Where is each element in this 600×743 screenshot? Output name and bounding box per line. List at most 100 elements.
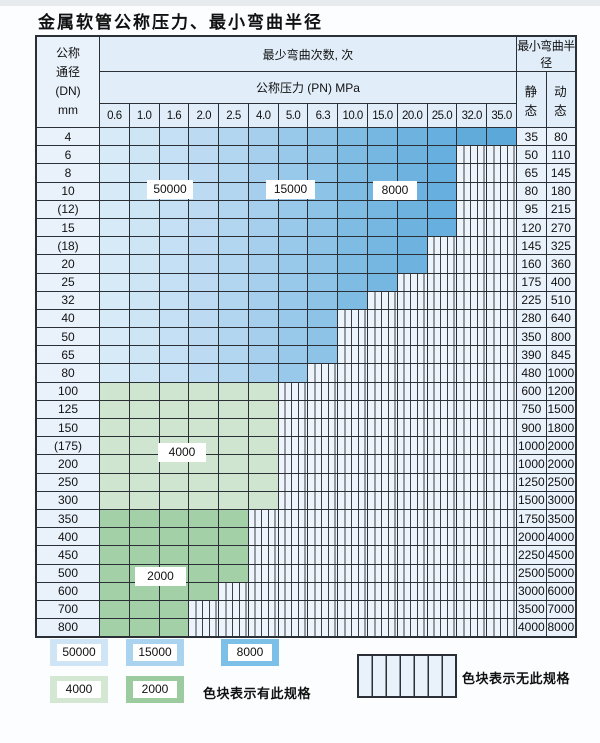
no-spec-cell: [307, 454, 339, 474]
no-spec-cell: [426, 618, 458, 638]
spec-cell: [158, 417, 190, 438]
no-spec-cell: [307, 563, 339, 583]
spec-cell: [99, 363, 130, 383]
min-radius-header: 最小弯曲半径: [515, 35, 577, 72]
dynamic-radius-cell: 215: [545, 199, 577, 219]
spec-cell: [128, 417, 160, 438]
table-row-dn-150: 150 900 1800: [35, 417, 577, 438]
static-radius-cell: 95: [515, 199, 547, 219]
legend-swatch-50000: 50000: [50, 639, 108, 666]
no-spec-cell: [396, 399, 428, 420]
no-spec-cell: [247, 618, 279, 638]
dynamic-radius-cell: 7000: [545, 599, 577, 620]
pressure-header-20.0: 20.0: [396, 103, 428, 128]
spec-cell: [307, 236, 339, 256]
spec-cell: [158, 472, 190, 492]
dynamic-radius-cell: 2000: [545, 454, 577, 474]
spec-cell: [188, 417, 220, 438]
pressure-header-35.0: 35.0: [486, 103, 517, 128]
no-spec-cell: [486, 254, 517, 274]
no-spec-cell: [367, 581, 398, 601]
spec-cell: [277, 345, 309, 365]
table-row-dn-350: 350 1750 3500: [35, 508, 577, 529]
header-row-2: 公称压力 (PN) MPa 静 态 动 态: [36, 71, 577, 128]
spec-cell: [337, 181, 369, 201]
spec-cell: [277, 199, 309, 219]
spec-cell: [99, 199, 130, 219]
dn-cell: 450: [35, 545, 100, 565]
no-spec-cell: [456, 236, 488, 256]
no-spec-cell: [307, 417, 339, 438]
dn-cell: 20: [35, 254, 100, 274]
spec-cell: [337, 236, 369, 256]
no-spec-cell: [456, 145, 488, 165]
spec-cell: [128, 363, 160, 383]
no-spec-cell: [486, 618, 517, 638]
no-spec-cell: [337, 527, 369, 547]
spec-cell: [158, 290, 190, 310]
no-spec-cell: [486, 327, 517, 347]
spec-cell: [188, 181, 220, 201]
no-spec-cell: [396, 599, 428, 620]
spec-cell: [337, 272, 369, 292]
spec-cell: [128, 436, 160, 456]
no-spec-cell: [367, 454, 398, 474]
static-radius-cell: 3500: [515, 599, 547, 620]
spec-cell: [247, 199, 279, 219]
no-spec-cell: [426, 272, 458, 292]
pressure-header-32.0: 32.0: [456, 103, 488, 128]
no-spec-cell: [396, 618, 428, 638]
static-radius-cell: 4000: [515, 618, 547, 638]
no-spec-cell: [277, 527, 309, 547]
spec-cell: [158, 272, 190, 292]
spec-cell: [158, 363, 190, 383]
static-radius-cell: 65: [515, 163, 547, 183]
spec-cell: [128, 236, 160, 256]
spec-cell: [218, 399, 249, 420]
spec-cell: [337, 199, 369, 219]
spec-cell: [128, 581, 160, 601]
spec-cell: [99, 508, 130, 529]
dynamic-radius-cell: 3500: [545, 508, 577, 529]
spec-cell: [158, 126, 190, 147]
no-spec-cell: [486, 417, 517, 438]
spec-cell: [218, 563, 249, 583]
table-row-dn-600: 600 3000 6000: [35, 581, 577, 601]
no-spec-cell: [307, 381, 339, 401]
no-spec-cell: [307, 527, 339, 547]
legend-has-spec-note: 色块表示有此规格: [203, 686, 312, 701]
overlay-label-4000: 4000: [159, 444, 205, 461]
spec-cell: [188, 545, 220, 565]
dn-cell: 300: [35, 490, 100, 510]
no-spec-cell: [367, 399, 398, 420]
spec-cell: [99, 126, 130, 147]
spec-cell: [188, 163, 220, 183]
dynamic-radius-cell: 800: [545, 327, 577, 347]
spec-cell: [247, 472, 279, 492]
spec-cell: [128, 545, 160, 565]
dynamic-radius-cell: 4000: [545, 527, 577, 547]
table-row-dn-40: 40 280 640: [35, 308, 577, 329]
spec-cell: [128, 254, 160, 274]
spec-cell: [247, 454, 279, 474]
no-spec-cell: [456, 417, 488, 438]
spec-cell: [307, 163, 339, 183]
no-spec-cell: [307, 508, 339, 529]
spec-cell: [188, 290, 220, 310]
spec-cell: [188, 363, 220, 383]
spec-cell: [99, 417, 130, 438]
dynamic-radius-cell: 1000: [545, 363, 577, 383]
no-spec-cell: [456, 254, 488, 274]
dn-cell: 10: [35, 181, 100, 201]
spec-cell: [158, 345, 190, 365]
pressure-header-6.3: 6.3: [307, 103, 339, 128]
no-spec-cell: [396, 417, 428, 438]
spec-cell: [367, 163, 398, 183]
spec-cell: [277, 236, 309, 256]
spec-cell: [218, 490, 249, 510]
no-spec-cell: [337, 563, 369, 583]
no-spec-cell: [337, 472, 369, 492]
pressure-header-0.6: 0.6: [99, 103, 130, 128]
spec-cell: [307, 272, 339, 292]
dynamic-radius-cell: 5000: [545, 563, 577, 583]
